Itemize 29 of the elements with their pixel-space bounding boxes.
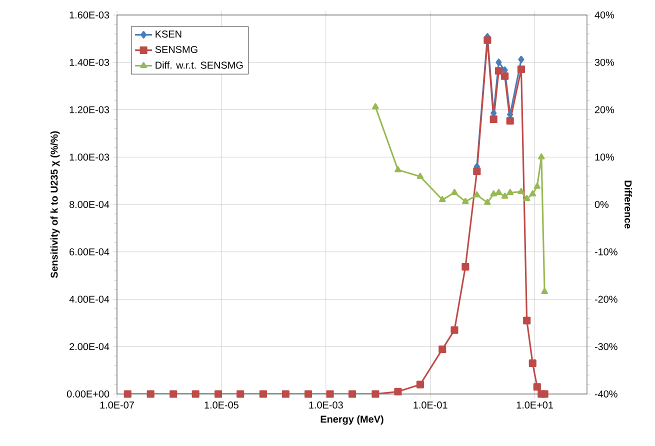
y-tick-label: 1.00E-03 bbox=[70, 154, 110, 161]
legend-label: KSEN bbox=[156, 30, 182, 38]
y-tick-label: 1.20E-03 bbox=[70, 106, 110, 114]
x-tick-label: 1.0E-03 bbox=[309, 402, 343, 409]
legend-label: SENSMG bbox=[155, 46, 198, 54]
y-tick-label: 6.00E-04 bbox=[70, 248, 110, 256]
y2-tick-label: 0% bbox=[594, 200, 609, 208]
y-tick-label: 0.00E+00 bbox=[66, 390, 110, 398]
y2-tick-label: 20% bbox=[594, 106, 614, 114]
y-tick-label: 4.00E-04 bbox=[69, 296, 110, 303]
y-tick-label: 1.60E-03 bbox=[70, 11, 110, 19]
y2-tick-label: -40% bbox=[594, 390, 618, 398]
y-tick-label: 2.00E-04 bbox=[70, 343, 110, 350]
y-tick-label: 8.00E-04 bbox=[70, 200, 110, 208]
y2-axis-title: Difference bbox=[624, 180, 632, 229]
x-tick-label: 1.0E-01 bbox=[414, 402, 448, 409]
x-tick-label: 1.0E+01 bbox=[516, 402, 553, 409]
y-axis-title: Sensitivity of k to U235 χ (%/%) bbox=[50, 131, 60, 278]
y2-tick-label: 40% bbox=[594, 11, 614, 19]
x-axis-title: Energy (MeV) bbox=[320, 415, 384, 425]
y2-tick-label: 30% bbox=[594, 58, 614, 66]
y-tick-label: 1.40E-03 bbox=[70, 58, 110, 66]
y2-tick-label: -30% bbox=[594, 343, 618, 350]
y2-tick-label: -10% bbox=[594, 248, 618, 256]
y2-tick-label: 10% bbox=[595, 154, 614, 161]
y2-tick-label: -20% bbox=[594, 296, 618, 303]
x-tick-label: 1.0E-05 bbox=[204, 402, 238, 409]
legend-label: Diff. w.r.t. SENSMG bbox=[156, 61, 243, 69]
x-tick-label: 1.0E-07 bbox=[100, 402, 134, 409]
